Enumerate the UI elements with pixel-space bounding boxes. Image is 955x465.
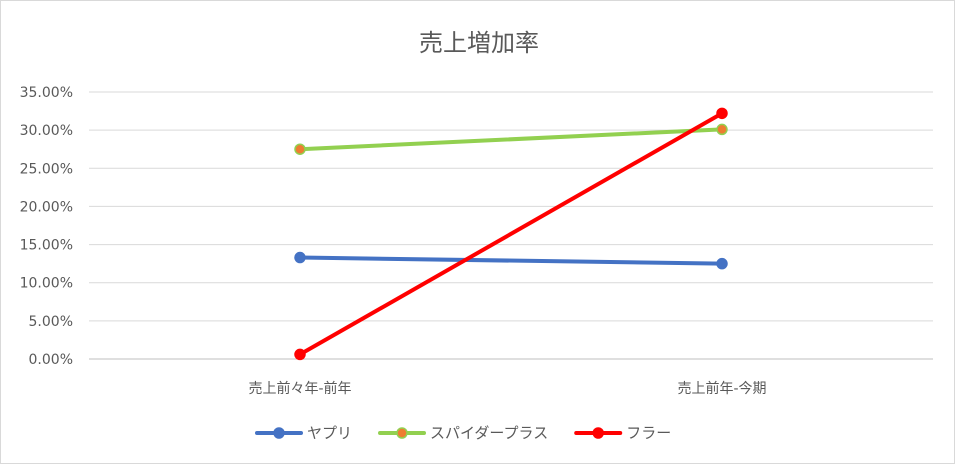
x-axis-tick-labels: 売上前々年-前年 売上前年-今期 — [248, 380, 766, 397]
y-tick-label: 5.00% — [29, 314, 73, 330]
data-point — [716, 107, 728, 120]
x-tick-label: 売上前々年-前年 — [248, 380, 351, 397]
legend-item: ヤプリ — [255, 424, 352, 442]
y-tick-label: 25.00% — [20, 161, 73, 177]
y-axis-tick-labels: 0.00% 5.00% 10.00% 15.00% 20.00% 25.00% 30.00%… — [20, 85, 73, 368]
data-point — [716, 123, 728, 136]
y-tick-label: 20.00% — [20, 199, 73, 215]
y-tick-label: 30.00% — [20, 123, 73, 139]
legend-label: ヤプリ — [307, 424, 352, 442]
legend-marker — [273, 427, 285, 439]
series-line — [298, 255, 724, 266]
series — [294, 251, 728, 270]
gridlines — [89, 91, 933, 360]
legend-marker — [592, 427, 604, 439]
series — [294, 123, 728, 155]
data-point — [294, 143, 306, 155]
chart-title: 売上増加率 — [419, 29, 539, 57]
legend-label: スパイダープラス — [430, 424, 548, 442]
legend: ヤプリ スパイダープラス フラー — [255, 424, 671, 442]
legend-label: フラー — [626, 424, 671, 442]
data-point — [294, 251, 306, 264]
series-line — [298, 111, 724, 357]
y-tick-label: 35.00% — [20, 85, 73, 101]
series — [294, 107, 728, 361]
legend-item: スパイダープラス — [378, 424, 548, 442]
x-tick-label: 売上前年-今期 — [677, 380, 766, 397]
legend-item: フラー — [574, 424, 671, 442]
data-point — [294, 348, 306, 361]
legend-marker — [396, 427, 408, 439]
y-tick-label: 10.00% — [20, 276, 73, 292]
y-tick-label: 15.00% — [20, 238, 73, 254]
series-lines — [294, 107, 728, 361]
series-line — [298, 127, 724, 152]
y-tick-label: 0.00% — [29, 352, 73, 368]
data-point — [716, 257, 728, 270]
